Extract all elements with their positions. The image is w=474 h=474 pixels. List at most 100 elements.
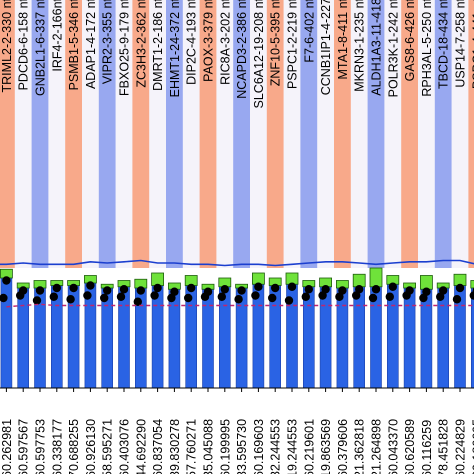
value-label: 44.692290 xyxy=(134,419,148,474)
value-label: 58.595271 xyxy=(101,419,115,474)
category-label: SLC6A12-19-208 nt xyxy=(252,0,266,109)
bar xyxy=(17,287,30,389)
value-label: 57.760271 xyxy=(185,419,199,474)
bar xyxy=(319,286,332,389)
value-label: 60.403076 xyxy=(118,419,132,474)
marker-dot xyxy=(338,286,347,295)
value-labels: 60.262981 60.597567 60.597753 60.338177 70.6… xyxy=(0,419,474,474)
marker-dot-lower xyxy=(469,291,474,300)
category-label: NCAPD3-2-386 nt xyxy=(235,0,249,99)
marker-dot-lower xyxy=(49,292,58,301)
marker-dot-lower xyxy=(150,291,159,300)
label-band xyxy=(0,0,16,268)
marker-dot xyxy=(69,283,78,293)
label-band xyxy=(468,0,474,268)
category-label: POLR3K-1-242 nt xyxy=(386,0,400,97)
marker-dot-lower xyxy=(133,297,142,306)
category-label: MTA1-8-411 nt xyxy=(336,0,350,80)
value-label: 21.362818 xyxy=(353,419,367,474)
category-label: TBCD-18-434 nt xyxy=(437,0,451,89)
label-band xyxy=(266,0,284,268)
value-label: 39.830278 xyxy=(168,419,182,474)
category-label: ADAP1-4-172 nt xyxy=(84,0,98,89)
label-band xyxy=(401,0,419,268)
marker-dot-lower xyxy=(200,292,210,301)
marker-dot-lower xyxy=(251,291,260,300)
bar xyxy=(420,288,433,389)
label-band xyxy=(300,0,318,268)
bar xyxy=(151,285,164,389)
value-label: 32.244553 xyxy=(269,419,283,474)
bar xyxy=(353,286,366,389)
marker-dot-lower xyxy=(0,293,8,303)
marker-dot xyxy=(355,285,364,294)
value-label: 60.199995 xyxy=(218,419,232,474)
marker-dot xyxy=(86,281,95,290)
marker-dot-lower xyxy=(100,293,109,303)
range-cap xyxy=(369,267,383,288)
label-band xyxy=(149,0,167,268)
value-label: 60.224829 xyxy=(454,419,468,474)
category-label: ZC3H3-2-362 nt xyxy=(134,0,148,88)
label-band xyxy=(115,0,133,268)
value-label: 35.045088 xyxy=(202,419,216,474)
label-band xyxy=(65,0,83,268)
label-bands xyxy=(0,0,474,268)
range-cap xyxy=(470,280,474,289)
label-band xyxy=(14,0,32,268)
category-label: PSMB1-5-346 nt xyxy=(67,0,81,90)
category-label: CCNB1IP1-4-227 xyxy=(319,0,333,95)
marker-dot-lower xyxy=(318,291,327,300)
marker-dot xyxy=(439,286,448,295)
marker-dot-lower xyxy=(116,292,126,301)
bar xyxy=(168,288,181,389)
label-band xyxy=(367,0,385,268)
category-label: PSPC1-2-219 nt xyxy=(286,0,300,89)
label-band xyxy=(418,0,436,268)
marker-dot-lower xyxy=(32,296,42,305)
marker-dot-lower xyxy=(402,291,411,300)
label-band xyxy=(451,0,469,268)
bar xyxy=(336,287,349,389)
category-label: PSPC1-4-441 nt xyxy=(470,0,474,89)
marker-dot xyxy=(35,286,45,295)
bar xyxy=(219,286,231,389)
category-label: F7-6-402 nt xyxy=(302,0,316,63)
marker-dot-lower xyxy=(217,292,226,301)
value-label: 60.338177 xyxy=(50,419,64,474)
value-label: 19.244553 xyxy=(286,419,300,474)
marker-dot-lower xyxy=(419,293,428,303)
range-cap xyxy=(419,275,433,290)
category-label: DIP2C-4-193 nt xyxy=(185,0,199,85)
marker-dot xyxy=(321,285,330,294)
value-label: 60.186695 xyxy=(470,419,474,474)
category-label: PAOX-3-379 nt xyxy=(202,0,216,82)
value-label: 60.219601 xyxy=(302,419,316,474)
value-label: 60.379606 xyxy=(336,419,350,474)
marker-dot xyxy=(455,283,465,293)
value-label: 60.597567 xyxy=(17,419,31,474)
category-label: MKRN3-1-235 nt xyxy=(353,0,367,92)
label-band xyxy=(434,0,452,268)
value-label: 60.620589 xyxy=(403,419,417,474)
label-band xyxy=(350,0,368,268)
marker-dot xyxy=(103,286,112,295)
value-label: 78.451828 xyxy=(437,419,451,474)
label-band xyxy=(82,0,100,268)
value-label: 70.688255 xyxy=(67,419,81,474)
marker-dot xyxy=(170,287,179,296)
marker-dot-lower xyxy=(167,293,176,303)
marker-dot xyxy=(304,285,313,294)
marker-dot xyxy=(237,286,246,295)
bar xyxy=(118,286,130,389)
label-band xyxy=(132,0,150,268)
range-cap xyxy=(151,272,165,286)
bar xyxy=(302,286,315,389)
value-label: 60.262981 xyxy=(0,419,14,474)
category-label: USP14-7-258 nt xyxy=(454,0,468,88)
label-band xyxy=(166,0,184,268)
marker-dot xyxy=(187,283,196,293)
marker-dot xyxy=(119,285,129,294)
marker-dot-lower xyxy=(301,292,310,301)
